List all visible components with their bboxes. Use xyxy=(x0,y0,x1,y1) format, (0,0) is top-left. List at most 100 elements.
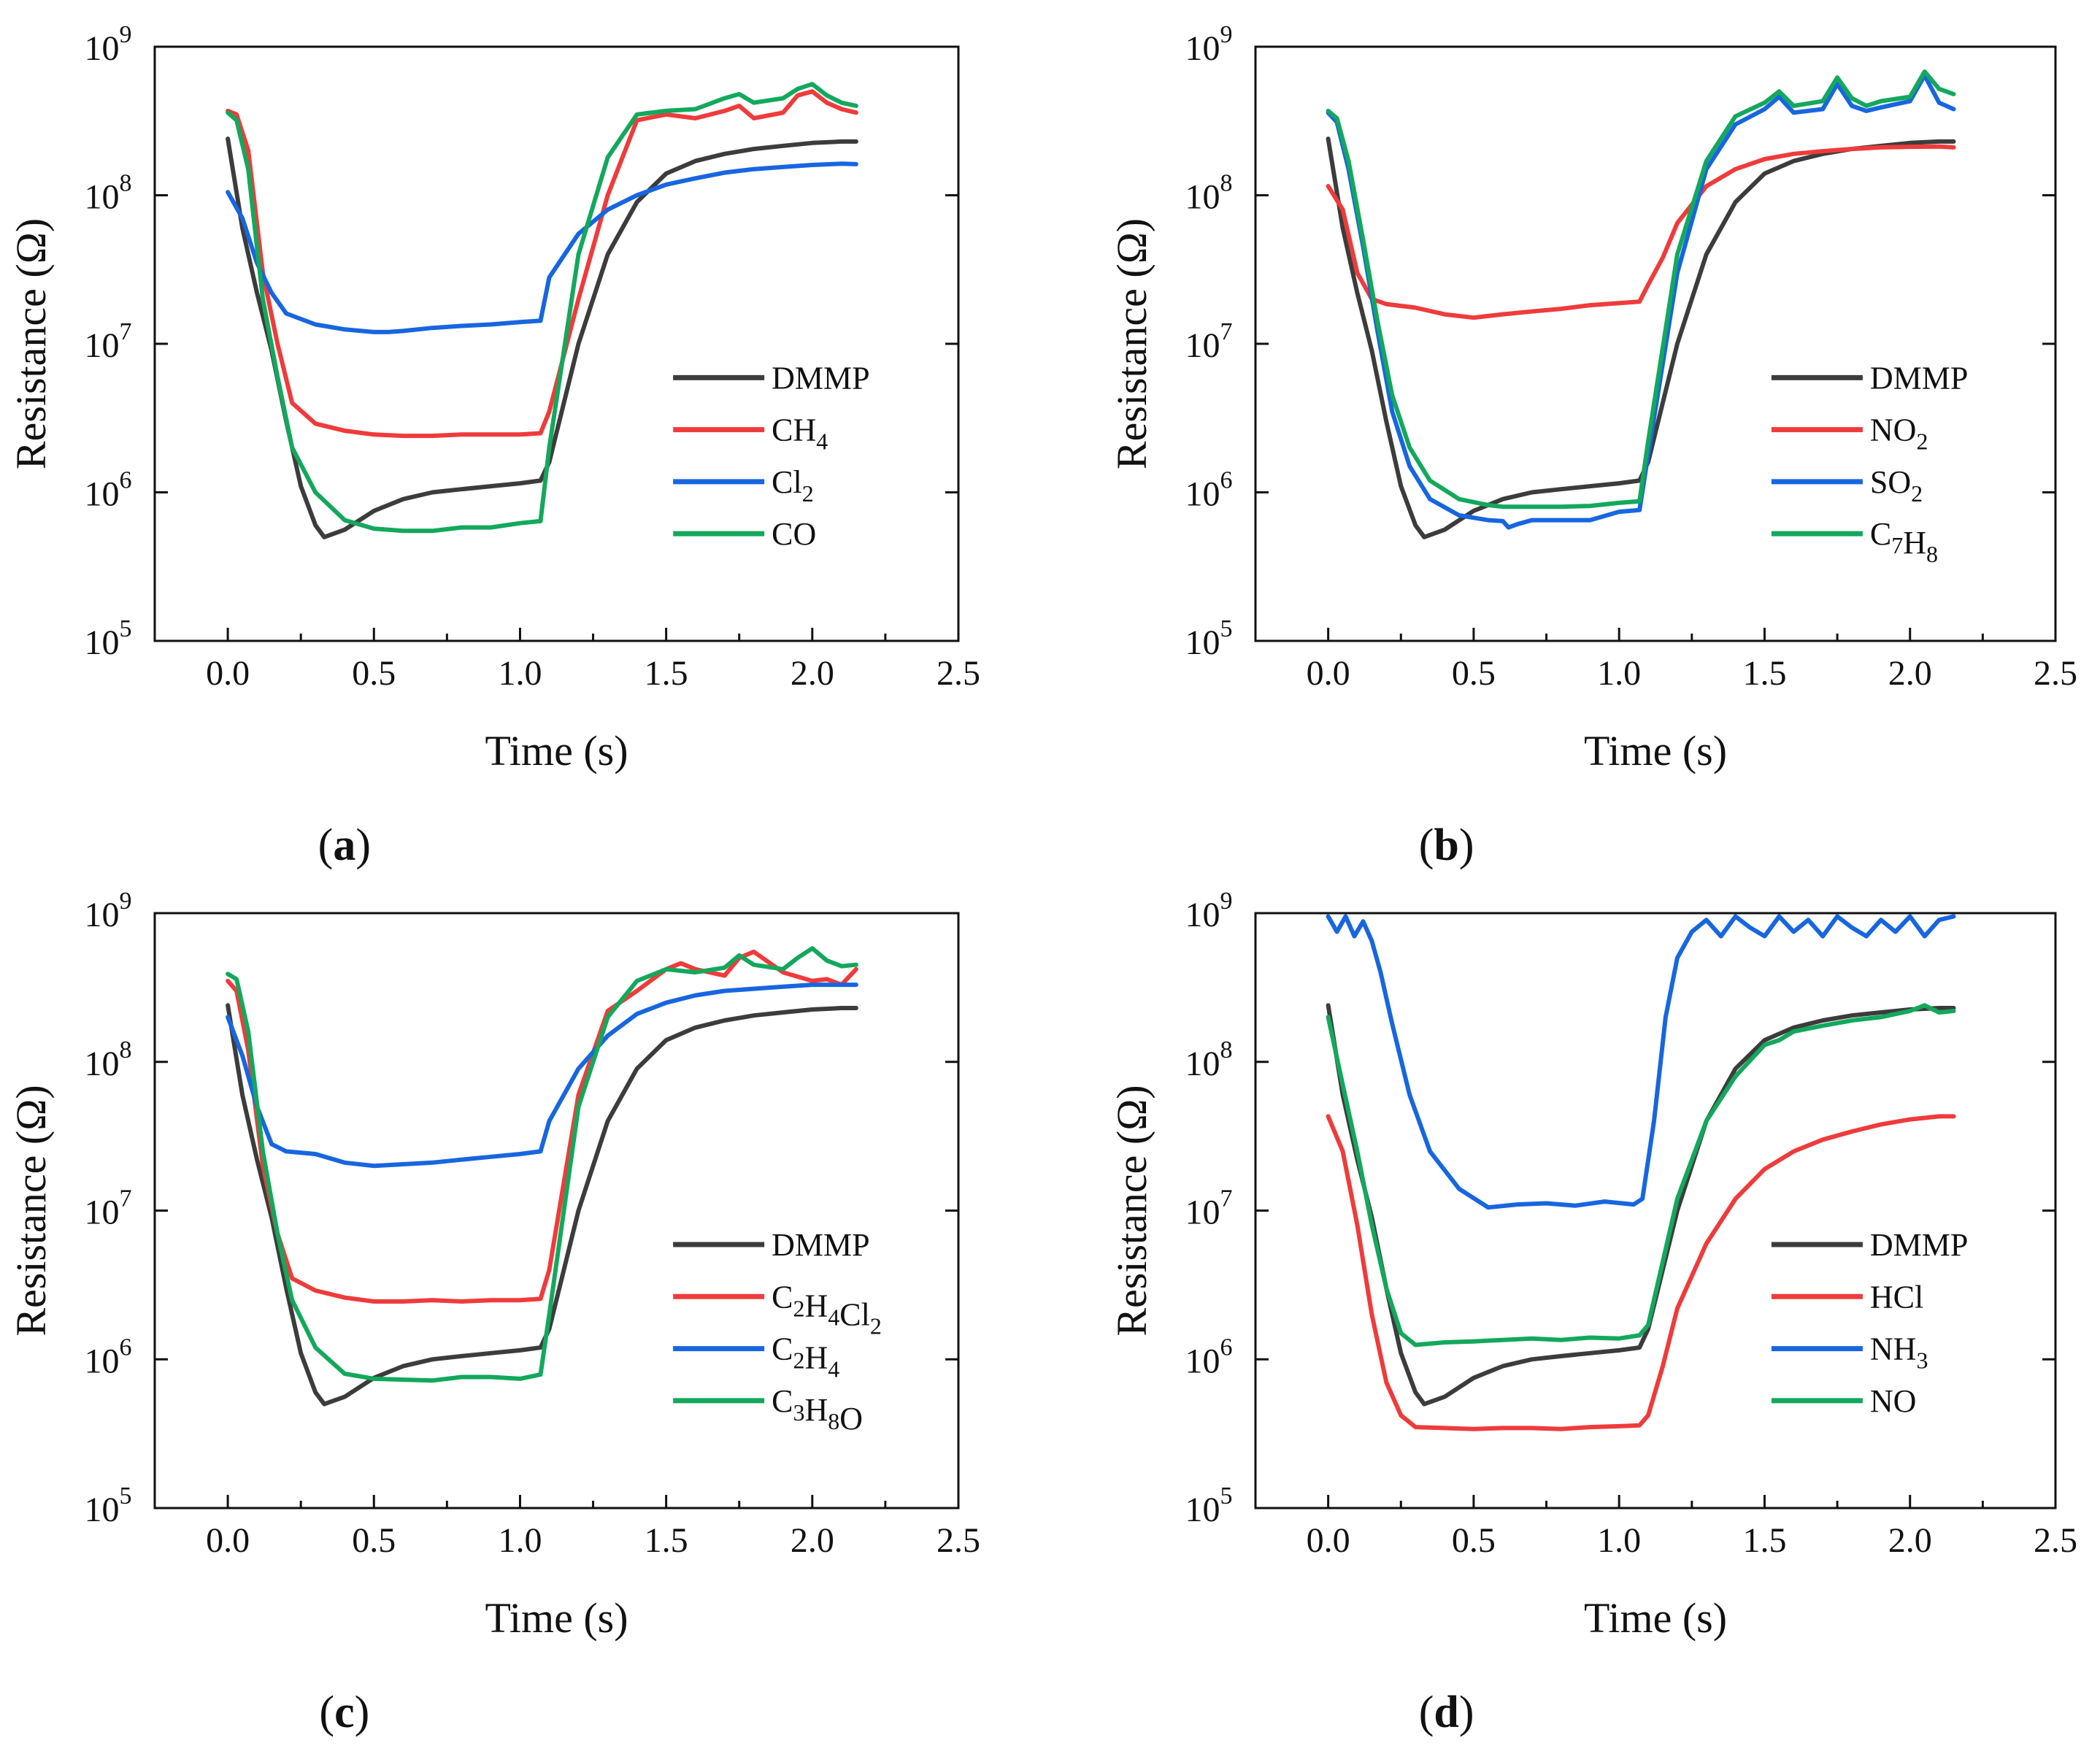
panel-label-letter: c xyxy=(334,1688,355,1737)
x-tick-label: 0.0 xyxy=(1307,654,1350,693)
x-tick-label: 2.0 xyxy=(1888,654,1932,693)
y-axis-title: Resistance (Ω) xyxy=(1108,218,1155,469)
x-tick-label: 0.0 xyxy=(1307,1521,1350,1560)
panel-label-letter: d xyxy=(1434,1688,1458,1737)
x-ticks: 0.0 0.5 1.0 1.5 2.0 2.5 xyxy=(153,628,980,693)
series-group xyxy=(226,82,858,539)
series-line-nh3 xyxy=(1326,914,1956,1210)
x-ticks: 0.0 0.5 1.0 1.5 2.0 2.5 xyxy=(1254,628,2077,693)
x-axis-title: Time (s) xyxy=(485,1594,628,1642)
legend-label: DMMP xyxy=(772,360,870,396)
series-group xyxy=(226,946,858,1407)
x-tick-label: 2.0 xyxy=(1888,1521,1932,1560)
x-tick-label: 1.5 xyxy=(645,654,688,693)
y-tick-label: 107 xyxy=(85,318,132,365)
x-tick-label: 0.5 xyxy=(1452,1521,1496,1560)
series-group xyxy=(1326,69,1956,539)
y-axis-title: Resistance (Ω) xyxy=(1108,1085,1155,1336)
legend-label: C3H8O xyxy=(772,1383,863,1437)
x-ticks: 0.0 0.5 1.0 1.5 2.0 2.5 xyxy=(1254,1495,2077,1560)
x-tick-label: 0.0 xyxy=(206,1521,250,1560)
series-line-so2 xyxy=(1326,73,1956,530)
y-tick-label: 106 xyxy=(1185,467,1233,514)
x-tick-label: 1.0 xyxy=(1597,1521,1641,1560)
legend: DMMP NO2 SO2 C7H8 xyxy=(1771,360,1969,567)
series-line-hcl xyxy=(1326,1114,1956,1431)
legend-label: CH4 xyxy=(772,412,828,455)
y-ticks: 105 106 107 108 109 xyxy=(85,21,958,662)
legend-label: Cl2 xyxy=(772,464,814,507)
x-tick-label: 2.0 xyxy=(791,1521,834,1560)
legend: DMMP HCl NH3 NO xyxy=(1771,1227,1969,1419)
x-tick-label: 1.0 xyxy=(498,1521,542,1560)
legend: DMMP CH4 Cl2 CO xyxy=(673,360,870,552)
x-ticks: 0.0 0.5 1.0 1.5 2.0 2.5 xyxy=(153,1495,980,1560)
series-line-cl2 xyxy=(226,161,858,334)
panel-label-letter: b xyxy=(1434,820,1458,870)
x-tick-label: 0.5 xyxy=(352,654,396,693)
x-tick-label: 2.0 xyxy=(791,654,834,693)
x-tick-label: 2.5 xyxy=(2034,654,2077,693)
y-tick-label: 109 xyxy=(1185,21,1233,68)
y-tick-label: 107 xyxy=(1185,1185,1233,1232)
series-line-c7h8 xyxy=(1326,69,1956,509)
y-axis-title: Resistance (Ω) xyxy=(7,218,55,469)
y-tick-label: 106 xyxy=(85,467,132,514)
legend-label: C2H4Cl2 xyxy=(772,1279,882,1339)
y-ticks: 105 106 107 108 109 xyxy=(85,888,958,1529)
panel-label: (a) xyxy=(318,820,371,870)
legend-label: NH3 xyxy=(1870,1331,1928,1374)
panel-d: 0.0 0.5 1.0 1.5 2.0 2.5 105 106 107 108 109 Time … xyxy=(1108,888,2077,1737)
legend-label: DMMP xyxy=(1870,360,1969,396)
x-tick-label: 0.5 xyxy=(352,1521,396,1560)
y-axis-title: Resistance (Ω) xyxy=(7,1085,55,1336)
x-tick-label: 1.5 xyxy=(1742,654,1786,693)
series-line-dmmp xyxy=(226,1003,858,1407)
y-tick-label: 108 xyxy=(1185,1037,1233,1083)
legend-label: HCl xyxy=(1870,1279,1923,1315)
panel-label: (b) xyxy=(1419,820,1474,870)
panel-label-letter: a xyxy=(333,820,355,870)
x-tick-label: 1.0 xyxy=(1597,654,1641,693)
legend-label: NO xyxy=(1870,1383,1917,1419)
y-tick-label: 108 xyxy=(1185,170,1233,217)
panel-label: (d) xyxy=(1419,1688,1474,1737)
x-axis-title: Time (s) xyxy=(1584,1594,1727,1642)
series-line-no xyxy=(1326,1003,1956,1347)
legend-label: DMMP xyxy=(1870,1227,1969,1263)
series-line-co xyxy=(226,82,858,534)
y-tick-label: 105 xyxy=(1185,1482,1233,1529)
y-ticks: 105 106 107 108 109 xyxy=(1185,888,2055,1529)
y-tick-label: 109 xyxy=(1185,888,1233,934)
x-tick-label: 2.5 xyxy=(936,1521,980,1560)
y-tick-label: 105 xyxy=(1185,615,1233,662)
series-line-c3h8o xyxy=(226,946,858,1383)
x-tick-label: 1.5 xyxy=(645,1521,688,1560)
y-ticks: 105 106 107 108 109 xyxy=(1185,21,2055,662)
series-group xyxy=(1326,914,1956,1431)
legend-label: C7H8 xyxy=(1870,516,1938,567)
y-tick-label: 105 xyxy=(85,615,132,662)
y-tick-label: 108 xyxy=(85,1037,132,1083)
panel-a: 0.0 0.5 1.0 1.5 2.0 2.5 105 106 107 108 109 Time … xyxy=(7,21,980,870)
x-tick-label: 0.5 xyxy=(1452,654,1496,693)
x-tick-label: 1.5 xyxy=(1742,1521,1786,1560)
series-line-c2h4cl2 xyxy=(226,949,858,1304)
y-tick-label: 107 xyxy=(85,1185,132,1232)
y-tick-label: 106 xyxy=(85,1334,132,1380)
y-tick-label: 109 xyxy=(85,888,132,934)
y-tick-label: 107 xyxy=(1185,318,1233,365)
series-line-dmmp xyxy=(1326,1003,1956,1407)
x-tick-label: 0.0 xyxy=(206,654,250,693)
legend-label: DMMP xyxy=(772,1227,870,1263)
panel-label: (c) xyxy=(319,1688,369,1737)
y-tick-label: 106 xyxy=(1185,1334,1233,1380)
y-tick-label: 105 xyxy=(85,1482,132,1529)
legend-label: NO2 xyxy=(1870,412,1928,455)
legend-label: CO xyxy=(772,516,816,552)
panel-b: 0.0 0.5 1.0 1.5 2.0 2.5 105 106 107 108 109 Time … xyxy=(1108,21,2077,870)
y-tick-label: 108 xyxy=(85,170,132,217)
x-tick-label: 1.0 xyxy=(498,654,542,693)
